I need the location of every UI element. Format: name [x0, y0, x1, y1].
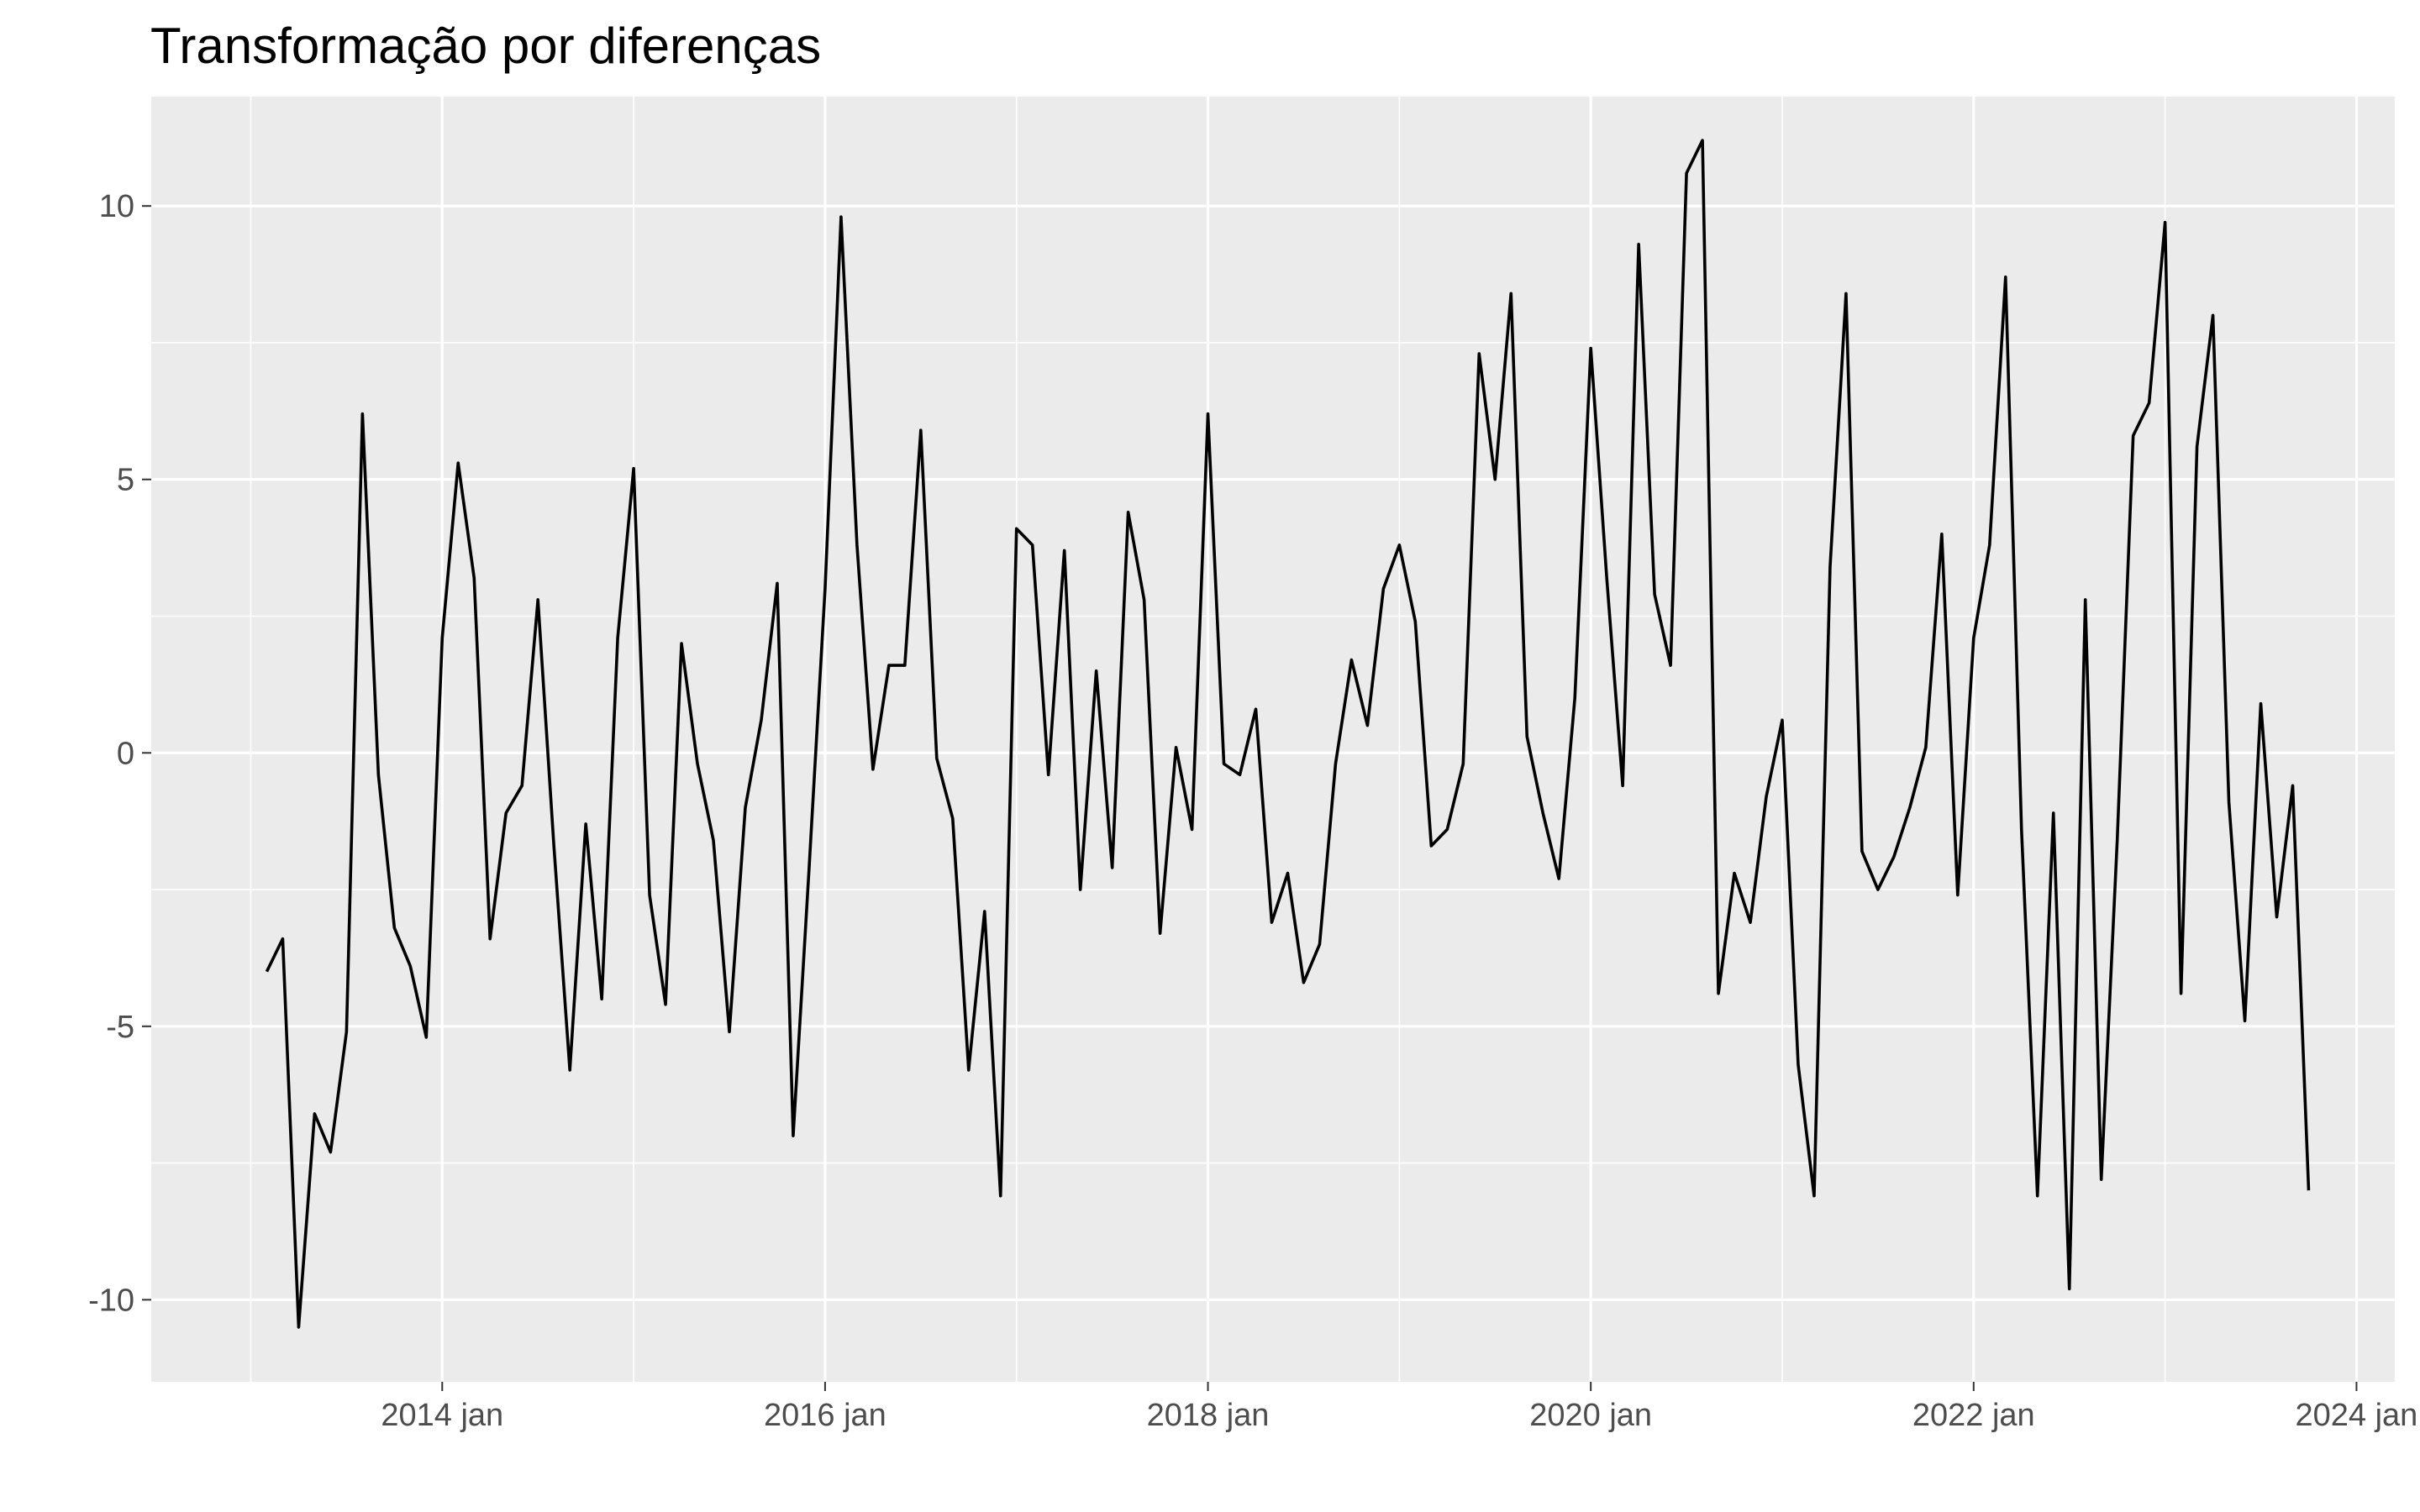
- series-layer: [265, 139, 2311, 1329]
- y-tick-label: -5: [106, 1010, 134, 1045]
- x-tick-label: 2018 jan: [1147, 1398, 1270, 1433]
- x-tick-label: 2024 jan: [2296, 1398, 2418, 1433]
- y-tick-label: 10: [99, 189, 134, 224]
- x-tick-label: 2020 jan: [1529, 1398, 1652, 1433]
- chart-title: Transformação por diferenças: [150, 18, 821, 74]
- x-tick-label: 2016 jan: [764, 1398, 886, 1433]
- y-axis-labels: -10 -5 0 5 10: [88, 189, 134, 1318]
- y-tick-label: 0: [117, 736, 134, 771]
- x-tick-label: 2022 jan: [1912, 1398, 2035, 1433]
- y-tick-label: -10: [88, 1283, 134, 1318]
- plot-panel: [151, 97, 2395, 1382]
- y-tick-label: 5: [117, 463, 134, 498]
- x-axis-labels: 2014 jan 2016 jan 2018 jan 2020 jan 2022 jan…: [381, 1398, 2417, 1433]
- series-line: [265, 139, 2311, 1329]
- x-tick-label: 2014 jan: [381, 1398, 503, 1433]
- axis-ticks: [142, 205, 2358, 1391]
